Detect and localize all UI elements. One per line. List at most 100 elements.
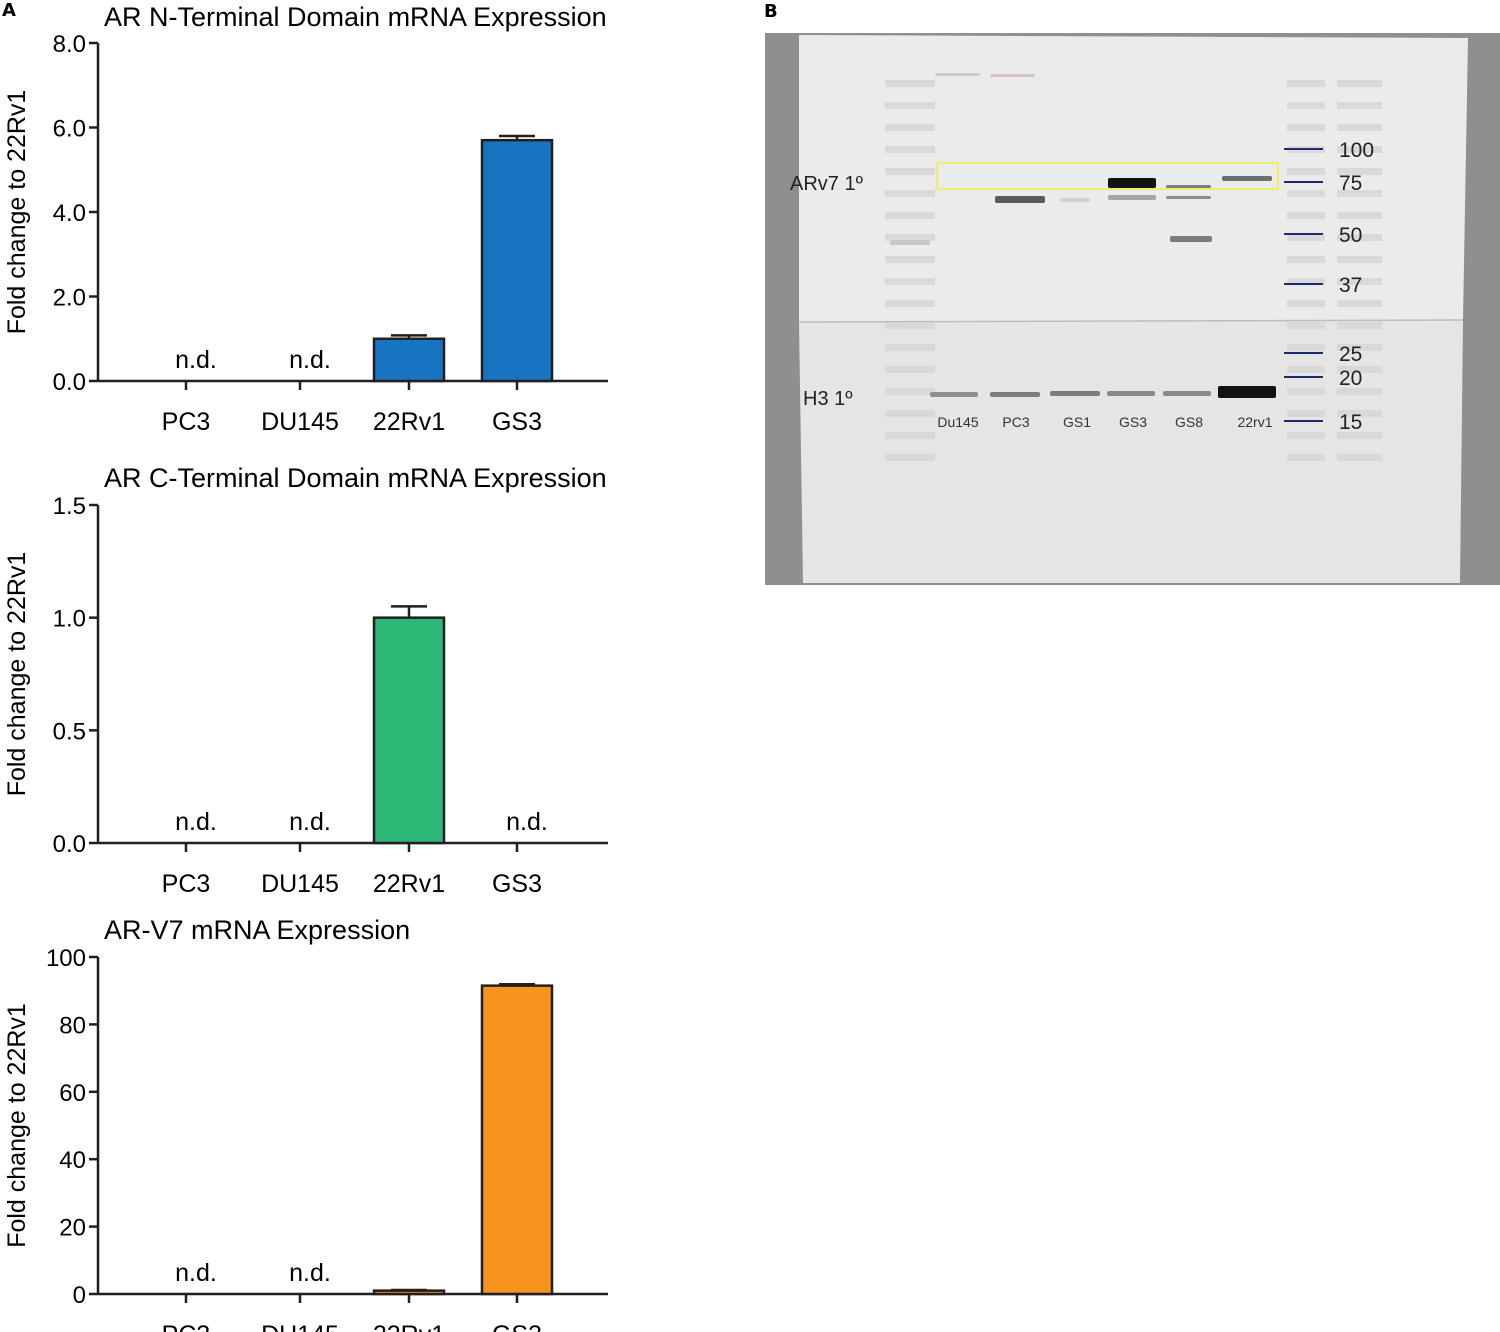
ladder-smear xyxy=(1337,146,1382,153)
y-axis-label: Fold change to 22Rv1 xyxy=(3,552,31,797)
y-tick-label: 6.0 xyxy=(53,116,86,143)
membrane-lower xyxy=(799,320,1463,583)
ladder-smear xyxy=(1287,102,1325,109)
protein-band xyxy=(1222,176,1272,181)
ladder-smear xyxy=(885,432,935,439)
highlight-box xyxy=(936,162,1279,190)
ladder-smear xyxy=(885,366,935,373)
ladder-smear xyxy=(1287,344,1325,351)
x-tick-label: DU145 xyxy=(261,408,339,436)
not-detected-label: n.d. xyxy=(289,1259,331,1287)
ladder-smear xyxy=(1287,410,1325,417)
y-tick-label: 1.5 xyxy=(53,493,86,520)
y-tick-label: 20 xyxy=(59,1215,86,1242)
protein-band xyxy=(1170,236,1212,242)
marker-label: 75 xyxy=(1339,172,1362,195)
chart-title: AR N-Terminal Domain mRNA Expression xyxy=(104,2,607,32)
not-detected-label: n.d. xyxy=(506,808,548,836)
marker-label: 50 xyxy=(1339,224,1362,247)
ladder-smear xyxy=(1337,80,1382,87)
ladder-smear xyxy=(1287,278,1325,285)
ladder-smear xyxy=(885,344,935,351)
ladder-smear xyxy=(1287,190,1325,197)
not-detected-label: n.d. xyxy=(175,346,217,374)
ladder-smear xyxy=(885,234,935,241)
ladder-smear xyxy=(885,300,935,307)
ladder-smear xyxy=(885,80,935,87)
y-tick-label: 0.0 xyxy=(53,369,86,396)
lane-label: Du145 xyxy=(937,414,978,430)
x-tick-label: DU145 xyxy=(261,870,339,898)
y-tick-label: 0.0 xyxy=(53,831,86,858)
ladder-smear xyxy=(1337,454,1382,461)
ladder-smear xyxy=(1287,300,1325,307)
ladder-smear xyxy=(1287,80,1325,87)
ladder-smear xyxy=(885,190,935,197)
x-tick-label: DU145 xyxy=(261,1321,339,1332)
panel-label-a: A xyxy=(2,0,16,21)
y-tick-label: 100 xyxy=(46,945,86,972)
ladder-smear xyxy=(1287,454,1325,461)
panel-label-b: B xyxy=(764,1,778,22)
not-detected-label: n.d. xyxy=(175,808,217,836)
y-tick-label: 80 xyxy=(59,1012,86,1039)
ladder-smear xyxy=(885,146,935,153)
band-label-arv7: ARv7 1º xyxy=(790,173,864,195)
ladder-smear xyxy=(1287,168,1325,175)
ladder-smear xyxy=(1337,344,1382,351)
protein-band xyxy=(1060,198,1090,202)
y-tick-label: 60 xyxy=(59,1080,86,1107)
x-tick-label: 22Rv1 xyxy=(373,408,445,436)
chart-3: AR-V7 mRNA Expression Fold change to 22Rv… xyxy=(3,915,608,1332)
protein-band xyxy=(1166,196,1211,199)
protein-band xyxy=(995,196,1045,203)
band-label-h3: H3 1º xyxy=(803,388,853,410)
ladder-smear xyxy=(1287,234,1325,241)
ladder-smear xyxy=(1337,190,1382,197)
not-detected-label: n.d. xyxy=(289,346,331,374)
ladder-smear xyxy=(885,454,935,461)
x-tick-label: PC3 xyxy=(162,1321,211,1332)
y-axis-label: Fold change to 22Rv1 xyxy=(3,90,31,335)
x-tick-label: 22Rv1 xyxy=(373,870,445,898)
chart-1: AR N-Terminal Domain mRNA Expression Fold… xyxy=(3,2,608,436)
h3-band xyxy=(1163,391,1211,396)
h3-band xyxy=(1218,386,1276,398)
membrane-seam xyxy=(798,319,1464,323)
bar-GS3 xyxy=(480,138,554,383)
ladder-smear xyxy=(885,212,935,219)
lane-label: GS1 xyxy=(1063,414,1091,430)
ladder-smear xyxy=(1287,212,1325,219)
ladder-smear xyxy=(1337,212,1382,219)
ladder-smear xyxy=(1287,124,1325,131)
lane-label: GS8 xyxy=(1175,414,1203,430)
ladder-smear xyxy=(885,256,935,263)
not-detected-label: n.d. xyxy=(175,1259,217,1287)
ladder-smear xyxy=(1337,366,1382,373)
bar-22Rv1 xyxy=(372,337,446,383)
h3-band xyxy=(990,392,1040,397)
lane-label: GS3 xyxy=(1119,414,1147,430)
h3-band xyxy=(1050,391,1100,396)
ladder-smear xyxy=(885,322,935,329)
y-tick-label: 0.5 xyxy=(53,718,86,745)
x-tick-label: 22Rv1 xyxy=(373,1321,445,1332)
ladder-smear xyxy=(1337,322,1382,329)
ladder-smear xyxy=(1337,124,1382,131)
chart-title: AR C-Terminal Domain mRNA Expression xyxy=(104,463,607,493)
ladder-smear xyxy=(1337,102,1382,109)
ladder-smear xyxy=(1337,256,1382,263)
x-tick-label: PC3 xyxy=(162,870,211,898)
ladder-smear xyxy=(1287,256,1325,263)
ladder-smear xyxy=(885,102,935,109)
ladder-smear xyxy=(885,388,935,395)
ladder-smear xyxy=(885,410,935,417)
marker-label: 20 xyxy=(1339,367,1362,390)
marker-label: 37 xyxy=(1339,274,1362,297)
marker-label: 15 xyxy=(1339,411,1362,434)
h3-band xyxy=(930,392,978,397)
x-tick-label: GS3 xyxy=(492,870,542,898)
ladder-smear xyxy=(1287,388,1325,395)
protein-band xyxy=(990,74,1035,77)
